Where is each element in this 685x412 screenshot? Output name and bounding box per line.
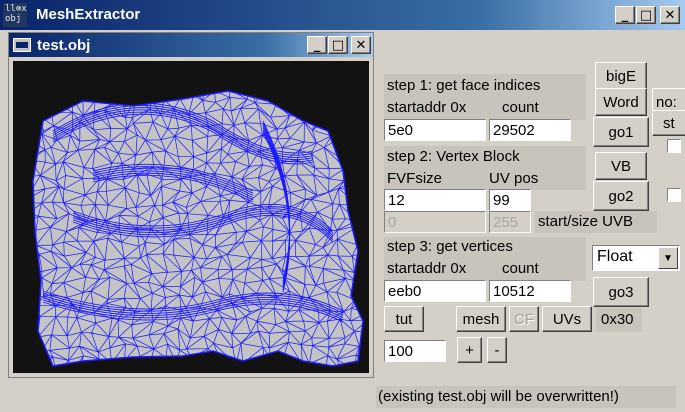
minus-button[interactable]: - bbox=[487, 337, 507, 363]
wire-band bbox=[72, 203, 334, 232]
uvb-label: start/size UVB bbox=[538, 213, 634, 230]
wire-band bbox=[92, 174, 254, 203]
chevron-down-icon[interactable]: ▼ bbox=[658, 247, 678, 269]
st-button[interactable]: st bbox=[652, 110, 685, 136]
go1-button[interactable]: go1 bbox=[593, 117, 649, 147]
wire-band bbox=[92, 170, 254, 199]
wire-band bbox=[52, 109, 314, 161]
app-title: MeshExtractor bbox=[36, 6, 141, 23]
wireframe-mesh bbox=[32, 90, 364, 367]
mesh-button[interactable]: mesh bbox=[456, 306, 506, 332]
step1-title: step 1: get face indices bbox=[387, 77, 541, 94]
preview-maximize-button[interactable]: □ bbox=[328, 36, 348, 54]
app-icon-text-line1: ll⊗x bbox=[5, 4, 27, 14]
format-select-value: Float bbox=[597, 248, 633, 265]
wire-band bbox=[72, 210, 334, 238]
app-icon-text-line2: obj bbox=[5, 14, 22, 24]
step3-title: step 3: get vertices bbox=[387, 238, 513, 255]
wire-band bbox=[42, 301, 344, 323]
wire-band bbox=[92, 163, 254, 192]
wire-band bbox=[72, 206, 334, 234]
uv-pos-input[interactable]: 99 bbox=[489, 189, 531, 211]
step1-count-label: count bbox=[502, 99, 539, 116]
stride-label: 0x30 bbox=[601, 311, 634, 328]
preview-close-button[interactable]: ✕ bbox=[351, 36, 371, 54]
preview-minimize-button[interactable]: _ bbox=[307, 36, 327, 54]
wire-band bbox=[92, 168, 254, 196]
app-icon: ll⊗x obj bbox=[3, 3, 27, 27]
app-title-bar[interactable]: ll⊗x obj MeshExtractor _ □ ✕ bbox=[0, 0, 685, 30]
mesh-wires bbox=[33, 91, 363, 366]
go2-button[interactable]: go2 bbox=[593, 181, 649, 211]
step1-addr-input[interactable]: 5e0 bbox=[384, 119, 486, 141]
option-checkbox-1[interactable] bbox=[667, 139, 681, 153]
mesh-viewport[interactable] bbox=[13, 61, 369, 373]
wire-band bbox=[52, 102, 314, 154]
step2-uv-label: UV pos bbox=[489, 170, 539, 187]
uvb-start-input: 0 bbox=[384, 211, 486, 233]
format-select[interactable]: Float ▼ bbox=[592, 245, 680, 271]
wire-band bbox=[42, 290, 344, 312]
step3-group bbox=[384, 237, 586, 281]
word-button[interactable]: Word bbox=[595, 88, 647, 116]
step2-title: step 2: Vertex Block bbox=[387, 148, 520, 165]
step1-addr-label: startaddr 0x bbox=[387, 99, 467, 116]
close-button[interactable]: ✕ bbox=[660, 6, 680, 24]
preview-title: test.obj bbox=[37, 37, 91, 54]
wire-band bbox=[52, 113, 314, 165]
wire-band bbox=[42, 292, 344, 314]
vb-button[interactable]: VB bbox=[595, 152, 647, 180]
step1-group bbox=[384, 74, 586, 120]
step3-addr-label: startaddr 0x bbox=[387, 260, 467, 277]
step2-fvf-label: FVFsize bbox=[387, 170, 443, 187]
uvb-label-bg bbox=[535, 211, 657, 233]
wire-band bbox=[42, 297, 344, 319]
preview-title-bar[interactable]: test.obj _ □ ✕ bbox=[9, 33, 373, 57]
wire-band bbox=[42, 299, 344, 321]
tut-button[interactable]: tut bbox=[384, 306, 424, 332]
wire-band bbox=[262, 131, 291, 293]
wire-band bbox=[92, 172, 254, 201]
uvb-size-input: 255 bbox=[489, 211, 531, 233]
stride-bg bbox=[596, 308, 642, 332]
minimize-button[interactable]: _ bbox=[615, 6, 635, 24]
wire-band bbox=[52, 111, 314, 163]
wire-band bbox=[92, 166, 254, 194]
step3-count-input[interactable]: 10512 bbox=[489, 280, 571, 302]
document-icon bbox=[13, 38, 31, 52]
option-checkbox-2[interactable] bbox=[667, 188, 681, 202]
uvs-button[interactable]: UVs bbox=[542, 306, 592, 332]
wire-band bbox=[72, 214, 334, 243]
wire-band bbox=[52, 104, 314, 156]
fvf-size-input[interactable]: 12 bbox=[384, 189, 486, 211]
bige-button[interactable]: bigE bbox=[595, 62, 647, 90]
status-message: (existing test.obj will be overwritten!) bbox=[376, 386, 676, 408]
wire-band bbox=[52, 107, 314, 158]
wire-band bbox=[72, 212, 334, 241]
maximize-button[interactable]: □ bbox=[636, 6, 656, 24]
wire-band bbox=[42, 294, 344, 316]
step3-addr-input[interactable]: eeb0 bbox=[384, 280, 486, 302]
wire-band bbox=[72, 208, 334, 236]
scale-input[interactable]: 100 bbox=[384, 340, 446, 362]
mesh-preview-window: test.obj _ □ ✕ bbox=[8, 32, 374, 378]
step2-group bbox=[384, 146, 586, 190]
plus-button[interactable]: + bbox=[457, 337, 482, 363]
step3-count-label: count bbox=[502, 260, 539, 277]
cf-button: CF bbox=[509, 306, 539, 332]
step1-count-input[interactable]: 29502 bbox=[489, 119, 571, 141]
go3-button[interactable]: go3 bbox=[593, 277, 649, 307]
